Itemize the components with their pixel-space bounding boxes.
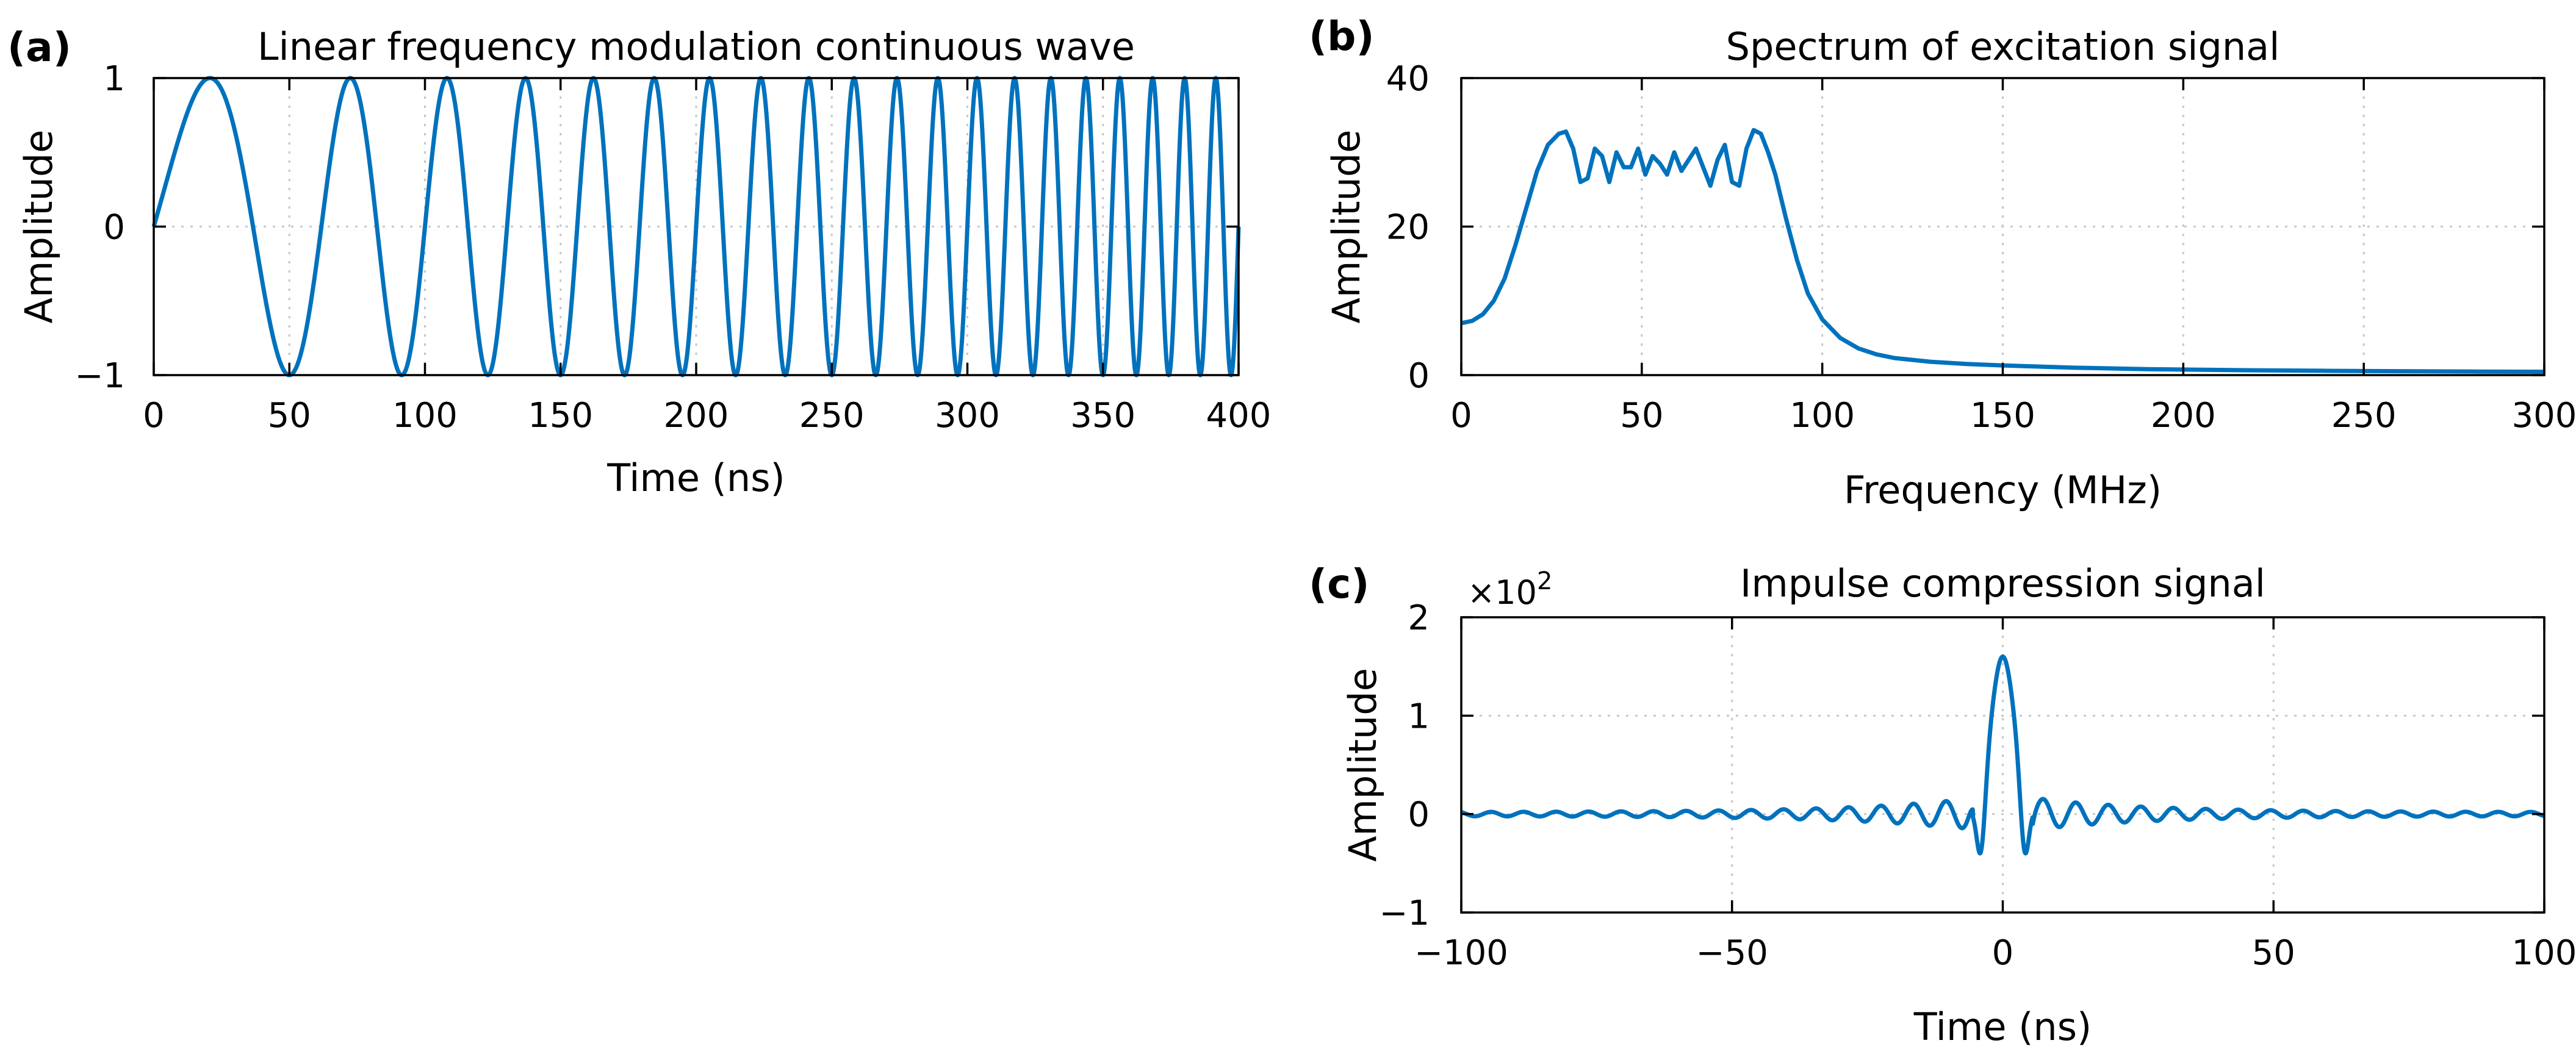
y-tick-label: 2 (1408, 598, 1430, 638)
panel-c: −100 −50 0 50 100 −1 0 1 2 Impulse compression si… (1309, 561, 2576, 1049)
x-tick-label: 400 (1206, 396, 1272, 436)
y-tick-label: −1 (1379, 894, 1430, 933)
y-axis-label: Amplitude (1324, 130, 1369, 324)
x-axis-label: Time (ns) (1913, 1005, 2092, 1049)
x-tick-label: 300 (2512, 396, 2576, 436)
y-tick-label: 0 (1408, 795, 1430, 835)
chart-title: Impulse compression signal (1740, 561, 2265, 606)
chart-title: Spectrum of excitation signal (1726, 24, 2280, 69)
x-tick-label: 150 (528, 396, 593, 436)
x-tick-label: 150 (1970, 396, 2035, 436)
axis-exponent-power: 2 (1537, 567, 1552, 595)
x-tick-label: 250 (2331, 396, 2397, 436)
x-tick-label: 100 (2512, 933, 2576, 973)
data-line-a (151, 76, 1241, 378)
panel-label: (a) (7, 24, 71, 71)
x-tick-label: 50 (2252, 933, 2295, 973)
x-tick-label: −100 (1414, 933, 1508, 973)
axis-exponent-base: ×10 (1467, 573, 1537, 612)
x-tick-label: 50 (268, 396, 311, 436)
panel-b: 0 50 100 150 200 250 300 0 20 40 Spectrum of excit… (1309, 13, 2576, 512)
x-tick-label: 250 (799, 396, 865, 436)
y-tick-label: 0 (103, 208, 125, 248)
panel-label: (c) (1309, 561, 1369, 608)
y-axis-label: Amplitude (1340, 668, 1385, 862)
x-tick-label: 100 (392, 396, 458, 436)
x-tick-label: 50 (1620, 396, 1663, 436)
x-axis-label: Frequency (MHz) (1844, 468, 2162, 512)
panel-label: (b) (1309, 13, 1375, 60)
x-tick-label: 0 (143, 396, 165, 436)
y-tick-label: −1 (74, 356, 125, 396)
y-tick-label: 20 (1386, 208, 1430, 248)
x-tick-label: 100 (1790, 396, 1855, 436)
x-tick-label: 300 (935, 396, 1000, 436)
y-tick-label: 0 (1408, 356, 1430, 396)
x-tick-label: 0 (1992, 933, 2014, 973)
chart-title: Linear frequency modulation continuous w… (257, 24, 1135, 69)
x-tick-label: 350 (1070, 396, 1135, 436)
y-tick-label: 1 (1408, 697, 1430, 736)
y-tick-label: 40 (1386, 59, 1430, 99)
axis-exponent: ×102 (1467, 567, 1552, 612)
panel-a: 0 50 100 150 200 250 300 350 400 −1 0 1 Linear frequ… (7, 24, 1271, 500)
x-tick-label: −50 (1696, 933, 1768, 973)
x-tick-label: 0 (1450, 396, 1472, 436)
x-tick-label: 200 (2151, 396, 2216, 436)
y-axis-label: Amplitude (16, 130, 61, 324)
x-axis-label: Time (ns) (606, 456, 785, 500)
x-tick-label: 200 (664, 396, 729, 436)
data-line-c (1459, 654, 2547, 856)
y-tick-label: 1 (103, 59, 125, 99)
